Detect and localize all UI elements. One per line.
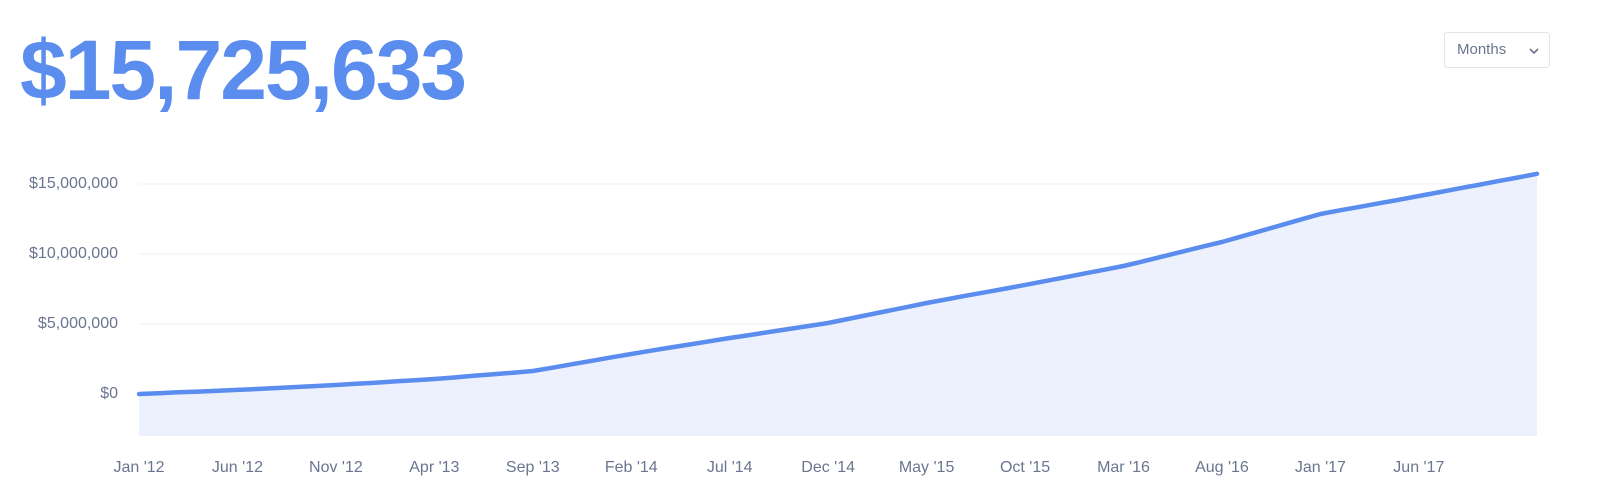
x-tick-label: Jan '17 (1295, 459, 1346, 476)
x-tick-label: Jul '14 (707, 459, 753, 476)
x-tick-label: Jun '17 (1393, 459, 1444, 476)
area-fill (139, 173, 1537, 437)
x-tick-label: Apr '13 (409, 459, 459, 476)
x-tick-label: Mar '16 (1097, 459, 1150, 476)
period-label: Months (1457, 41, 1507, 58)
x-tick-label: Nov '12 (309, 459, 363, 476)
x-tick-label: Feb '14 (605, 459, 658, 476)
y-tick-label: $10,000,000 (29, 245, 118, 262)
total-value: $15,725,633 (20, 23, 467, 117)
y-tick-label: $15,000,000 (29, 175, 118, 192)
line (136, 171, 1540, 397)
x-tick-label: Jun '12 (212, 459, 263, 476)
x-tick-label: Aug '16 (1195, 459, 1249, 476)
x-tick-label: Dec '14 (801, 459, 855, 476)
x-tick-label: Oct '15 (1000, 459, 1050, 476)
x-tick-label: May '15 (899, 459, 955, 476)
y-tick-label: $5,000,000 (38, 315, 118, 332)
period-dropdown[interactable]: Months (1444, 32, 1550, 68)
y-tick-label: $0 (100, 385, 118, 402)
x-tick-label: Sep '13 (506, 459, 560, 476)
dropdown-arrow (1529, 48, 1539, 55)
x-tick-label: Jan '12 (113, 459, 164, 476)
